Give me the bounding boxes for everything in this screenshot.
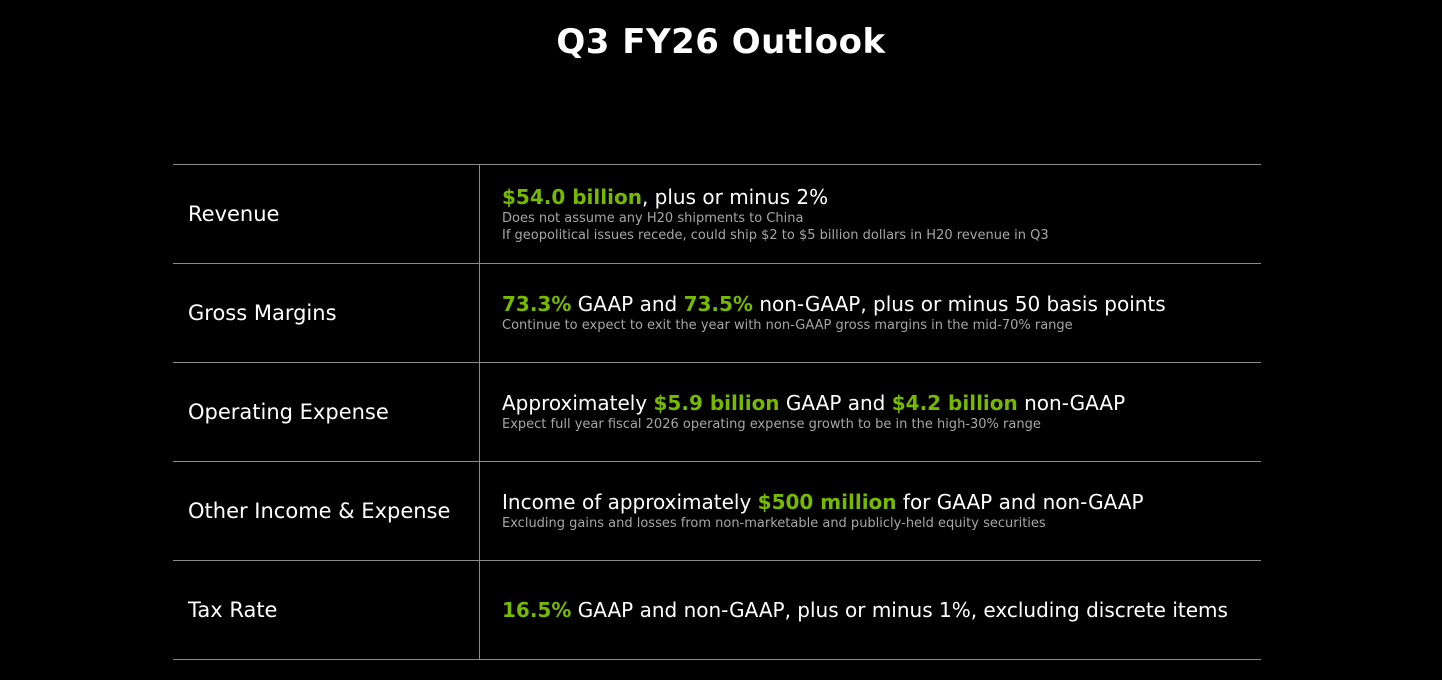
text-segment: non-GAAP, plus or minus 50 basis points — [752, 292, 1166, 316]
row-content: Approximately $5.9 billion GAAP and $4.2… — [480, 363, 1261, 461]
highlight-value: $5.9 billion — [653, 391, 780, 415]
row-content: 73.3% GAAP and 73.5% non-GAAP, plus or m… — [480, 264, 1261, 362]
row-label: Gross Margins — [173, 264, 480, 362]
highlight-value: 73.3% — [502, 292, 572, 316]
table-row-gross-margins: Gross Margins 73.3% GAAP and 73.5% non-G… — [173, 264, 1261, 363]
row-note: Excluding gains and losses from non-mark… — [502, 516, 1046, 531]
text-segment: , plus or minus 2% — [641, 184, 829, 209]
text-segment: GAAP and — [571, 292, 684, 316]
row-main-text: 73.3% GAAP and 73.5% non-GAAP, plus or m… — [502, 292, 1261, 316]
text-segment: Approximately — [502, 391, 654, 415]
highlight-value: 16.5% — [502, 598, 572, 622]
outlook-table: Revenue $54.0 billion, plus or minus 2% … — [173, 164, 1261, 660]
row-label: Tax Rate — [173, 561, 480, 659]
highlight-value: 73.5% — [683, 292, 753, 316]
row-label: Operating Expense — [173, 363, 480, 461]
row-main-text: Income of approximately $500 million for… — [502, 490, 1261, 514]
row-main-text: Approximately $5.9 billion GAAP and $4.2… — [502, 391, 1261, 415]
table-row-tax-rate: Tax Rate 16.5% GAAP and non-GAAP, plus o… — [173, 561, 1261, 660]
text-segment: non-GAAP — [1017, 391, 1126, 415]
highlight-value: $4.2 billion — [891, 391, 1018, 415]
text-segment: for GAAP and non-GAAP — [896, 490, 1144, 514]
row-note: If geopolitical issues recede, could shi… — [502, 227, 1049, 243]
row-main-text: 16.5% GAAP and non-GAAP, plus or minus 1… — [502, 598, 1261, 622]
text-segment: Income of approximately — [502, 490, 758, 514]
text-segment: GAAP and non-GAAP, plus or minus 1%, exc… — [571, 598, 1228, 622]
row-content: $54.0 billion, plus or minus 2% Does not… — [480, 165, 1261, 263]
row-label: Other Income & Expense — [173, 462, 480, 560]
highlight-value: $500 million — [757, 490, 897, 514]
text-segment: GAAP and — [779, 391, 892, 415]
row-note: Continue to expect to exit the year with… — [502, 318, 1073, 333]
row-note: Does not assume any H20 shipments to Chi… — [502, 210, 804, 226]
table-row-operating-expense: Operating Expense Approximately $5.9 bil… — [173, 363, 1261, 462]
page-title: Q3 FY26 Outlook — [556, 22, 886, 62]
row-main-text: $54.0 billion, plus or minus 2% — [502, 185, 1261, 209]
table-row-revenue: Revenue $54.0 billion, plus or minus 2% … — [173, 165, 1261, 264]
table-row-other-income-expense: Other Income & Expense Income of approxi… — [173, 462, 1261, 561]
row-note: Expect full year fiscal 2026 operating e… — [502, 417, 1041, 432]
highlight-value: $54.0 billion — [502, 184, 642, 209]
row-content: Income of approximately $500 million for… — [480, 462, 1261, 560]
row-content: 16.5% GAAP and non-GAAP, plus or minus 1… — [480, 561, 1261, 659]
row-label: Revenue — [173, 165, 480, 263]
